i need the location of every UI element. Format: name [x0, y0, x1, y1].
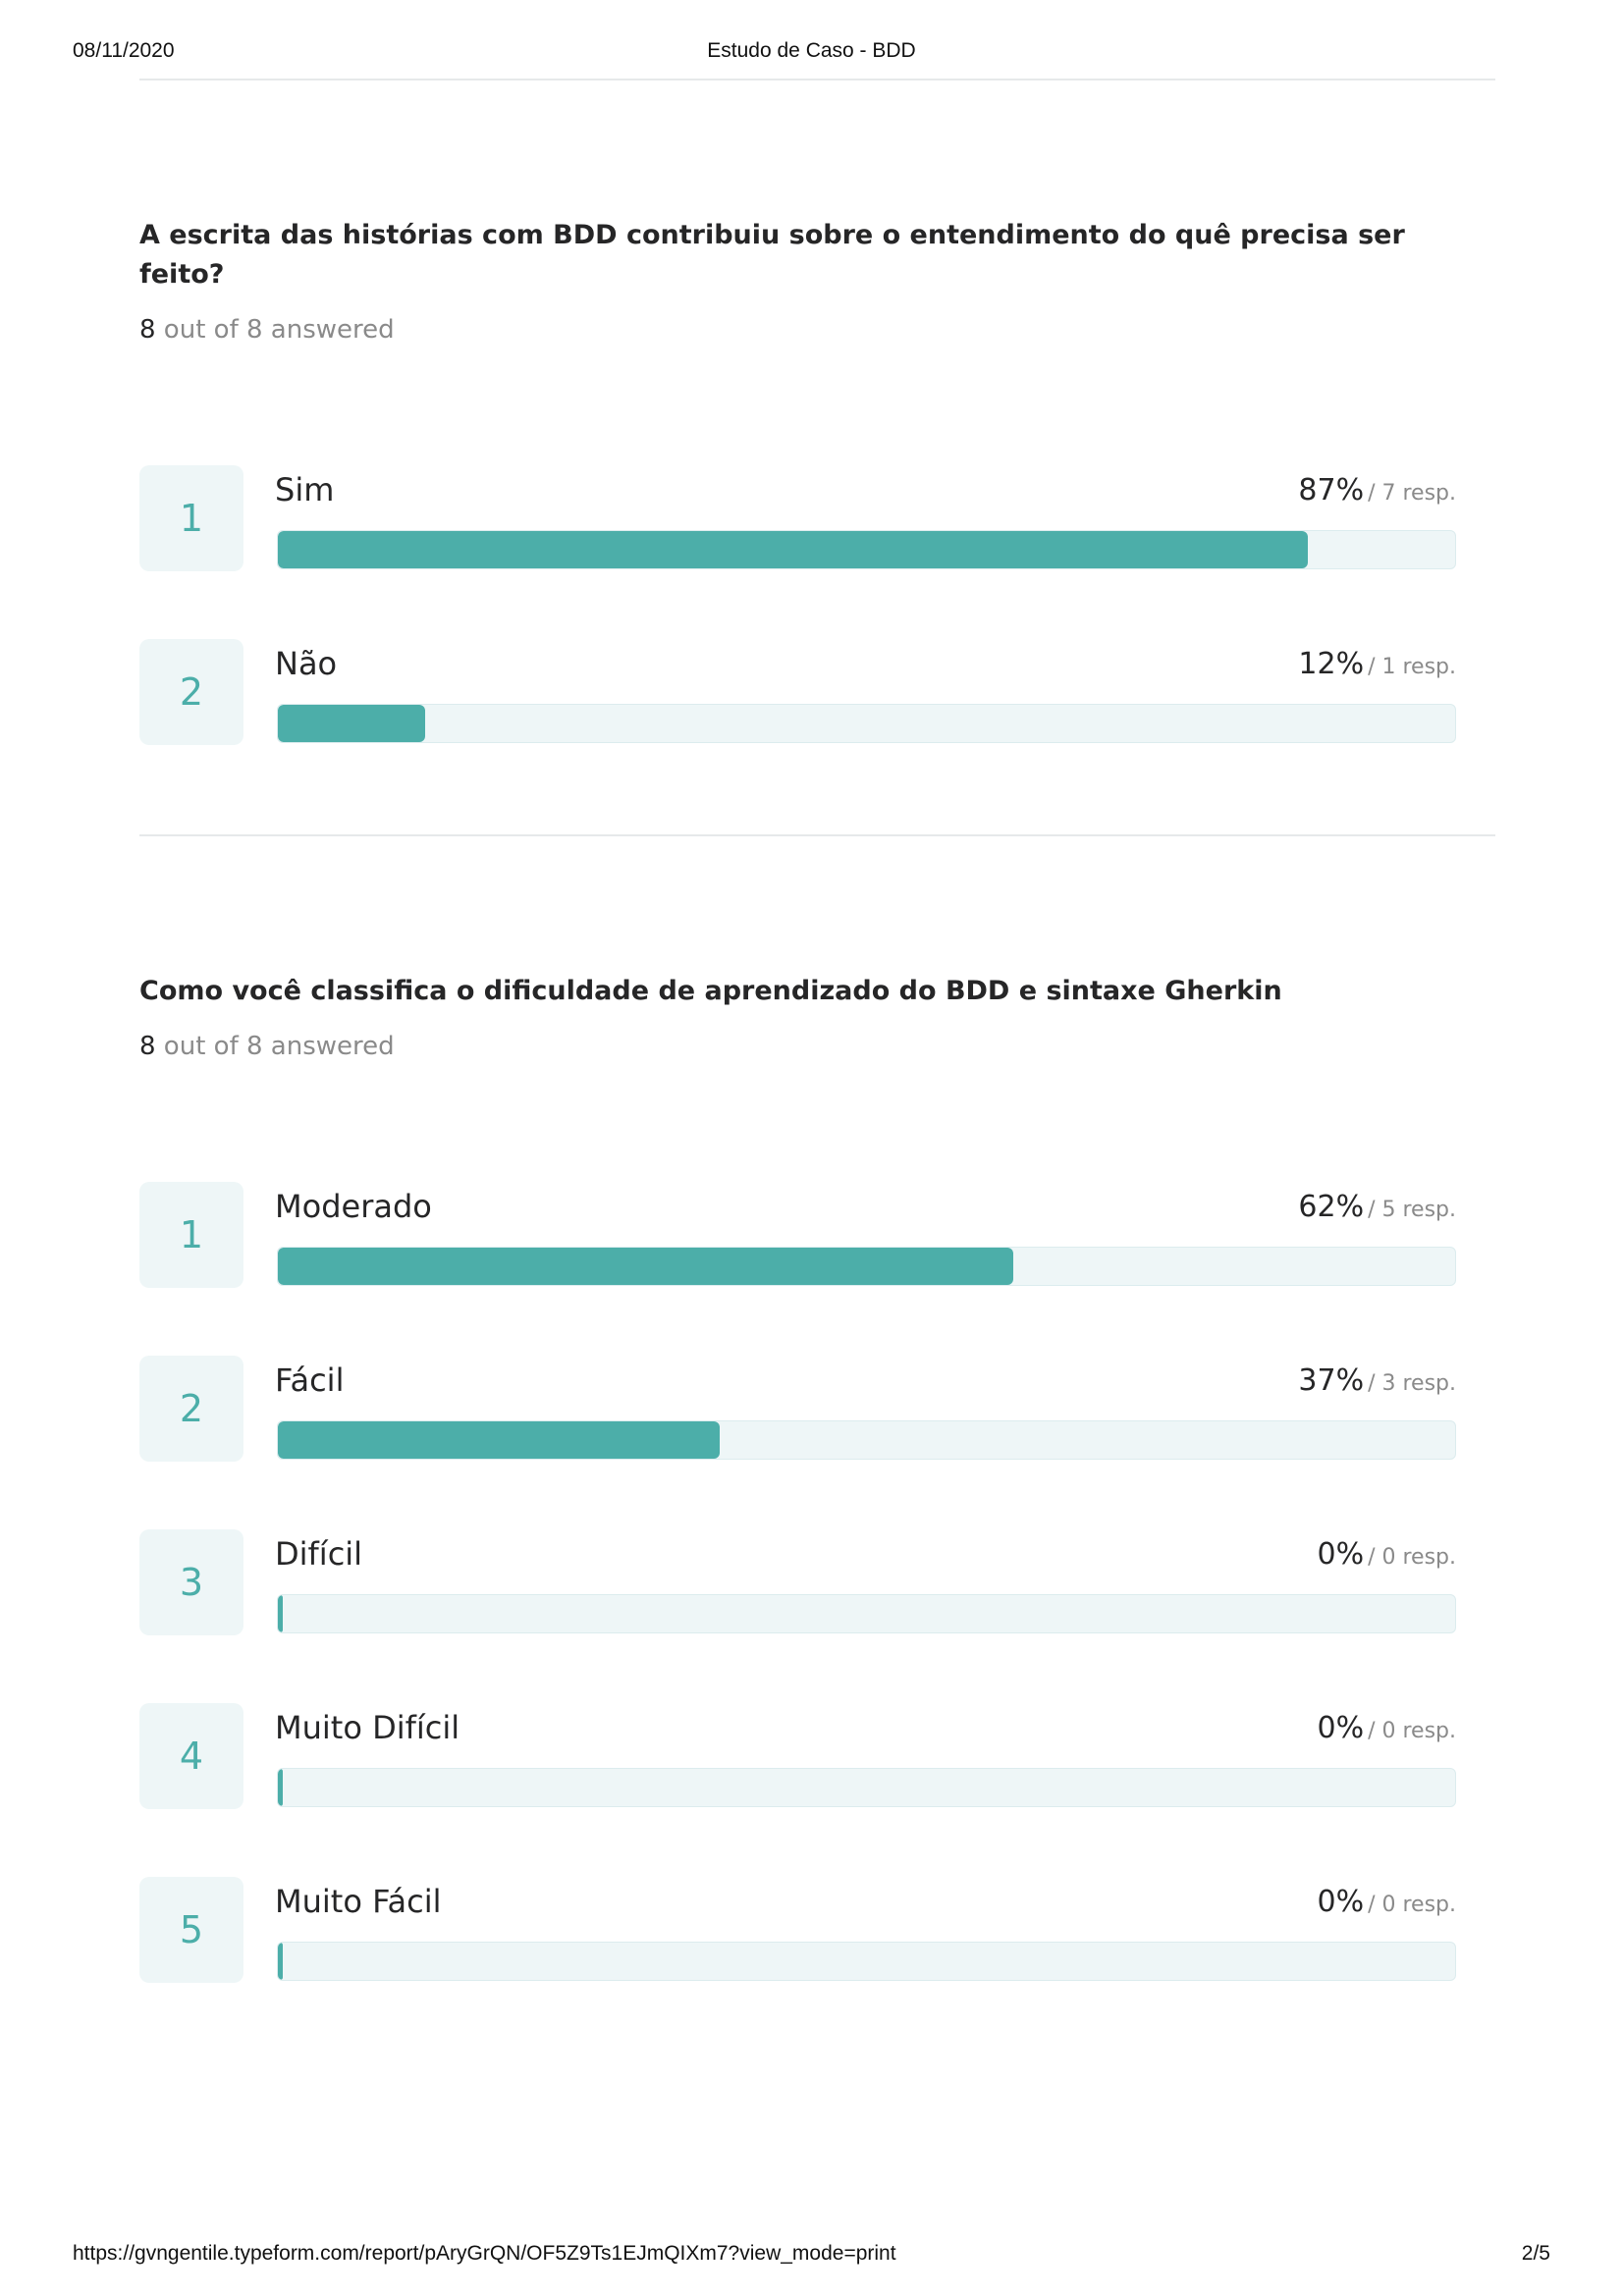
- option-stat: 0%/ 0 resp.: [1317, 1711, 1456, 1745]
- option-percent: 37%: [1298, 1363, 1365, 1398]
- option-row: 1 Sim 87%/ 7 resp.: [139, 465, 1456, 573]
- option-label: Moderado: [275, 1188, 432, 1225]
- progress-fill: [278, 1595, 283, 1632]
- option-stat: 0%/ 0 resp.: [1317, 1885, 1456, 1919]
- option-stat: 87%/ 7 resp.: [1298, 473, 1456, 507]
- progress-fill: [278, 531, 1309, 568]
- option-label: Não: [275, 645, 338, 682]
- option-label: Fácil: [275, 1362, 345, 1399]
- option-stat: 0%/ 0 resp.: [1317, 1537, 1456, 1572]
- progress-track: [277, 1768, 1456, 1807]
- option-label: Muito Fácil: [275, 1883, 442, 1920]
- option-row: 5 Muito Fácil 0%/ 0 resp.: [139, 1877, 1456, 1985]
- option-responses: / 3 resp.: [1368, 1371, 1456, 1396]
- print-header: 08/11/2020 Estudo de Caso - BDD: [73, 39, 1550, 69]
- option-percent: 0%: [1317, 1711, 1365, 1745]
- option-percent: 62%: [1298, 1190, 1365, 1224]
- print-date: 08/11/2020: [73, 39, 175, 62]
- answered-suffix: out of 8 answered: [155, 1032, 395, 1061]
- option-index-badge: 5: [139, 1877, 243, 1983]
- option-index-badge: 3: [139, 1529, 243, 1635]
- option-stat: 37%/ 3 resp.: [1298, 1363, 1456, 1398]
- print-footer: https://gvngentile.typeform.com/report/p…: [73, 2242, 1550, 2271]
- progress-fill: [278, 705, 425, 742]
- progress-track: [277, 704, 1456, 743]
- question-1: A escrita das histórias com BDD contribu…: [139, 216, 1495, 745]
- option-percent: 12%: [1298, 647, 1365, 681]
- progress-fill: [278, 1248, 1014, 1285]
- top-divider: [139, 79, 1495, 80]
- answered-number: 8: [139, 315, 156, 345]
- answered-suffix: out of 8 answered: [155, 315, 395, 345]
- option-responses: / 5 resp.: [1368, 1198, 1456, 1222]
- page-url: https://gvngentile.typeform.com/report/p…: [73, 2242, 896, 2265]
- option-row: 2 Fácil 37%/ 3 resp.: [139, 1356, 1456, 1464]
- option-responses: / 1 resp.: [1368, 655, 1456, 679]
- section-divider: [139, 834, 1495, 836]
- progress-fill: [278, 1943, 283, 1980]
- question-2: Como você classifica o dificuldade de ap…: [139, 972, 1495, 1983]
- option-responses: / 0 resp.: [1368, 1719, 1456, 1743]
- progress-track: [277, 530, 1456, 569]
- option-index-badge: 1: [139, 1182, 243, 1288]
- progress-track: [277, 1247, 1456, 1286]
- question-title: A escrita das histórias com BDD contribu…: [139, 220, 1405, 290]
- option-percent: 0%: [1317, 1885, 1365, 1919]
- document-title: Estudo de Caso - BDD: [707, 39, 916, 62]
- progress-track: [277, 1942, 1456, 1981]
- option-row: 3 Difícil 0%/ 0 resp.: [139, 1529, 1456, 1637]
- answered-count: 8 out of 8 answered: [139, 312, 1495, 347]
- option-stat: 62%/ 5 resp.: [1298, 1190, 1456, 1224]
- option-percent: 0%: [1317, 1537, 1365, 1572]
- option-index-badge: 4: [139, 1703, 243, 1809]
- option-row: 2 Não 12%/ 1 resp.: [139, 639, 1456, 747]
- question-title: Como você classifica o dificuldade de ap…: [139, 976, 1282, 1006]
- page-number: 2/5: [1521, 2242, 1550, 2265]
- option-percent: 87%: [1298, 473, 1365, 507]
- option-row: 4 Muito Difícil 0%/ 0 resp.: [139, 1703, 1456, 1811]
- progress-fill: [278, 1421, 720, 1459]
- option-label: Difícil: [275, 1535, 363, 1573]
- option-index-badge: 1: [139, 465, 243, 571]
- answered-count: 8 out of 8 answered: [139, 1029, 1495, 1064]
- option-row: 1 Moderado 62%/ 5 resp.: [139, 1182, 1456, 1290]
- progress-track: [277, 1594, 1456, 1633]
- progress-track: [277, 1420, 1456, 1460]
- progress-fill: [278, 1769, 283, 1806]
- answered-number: 8: [139, 1032, 156, 1061]
- option-responses: / 0 resp.: [1368, 1545, 1456, 1570]
- option-responses: / 0 resp.: [1368, 1893, 1456, 1917]
- option-index-badge: 2: [139, 1356, 243, 1462]
- option-label: Muito Difícil: [275, 1709, 460, 1746]
- option-label: Sim: [275, 471, 335, 508]
- option-index-badge: 2: [139, 639, 243, 745]
- option-responses: / 7 resp.: [1368, 481, 1456, 506]
- option-stat: 12%/ 1 resp.: [1298, 647, 1456, 681]
